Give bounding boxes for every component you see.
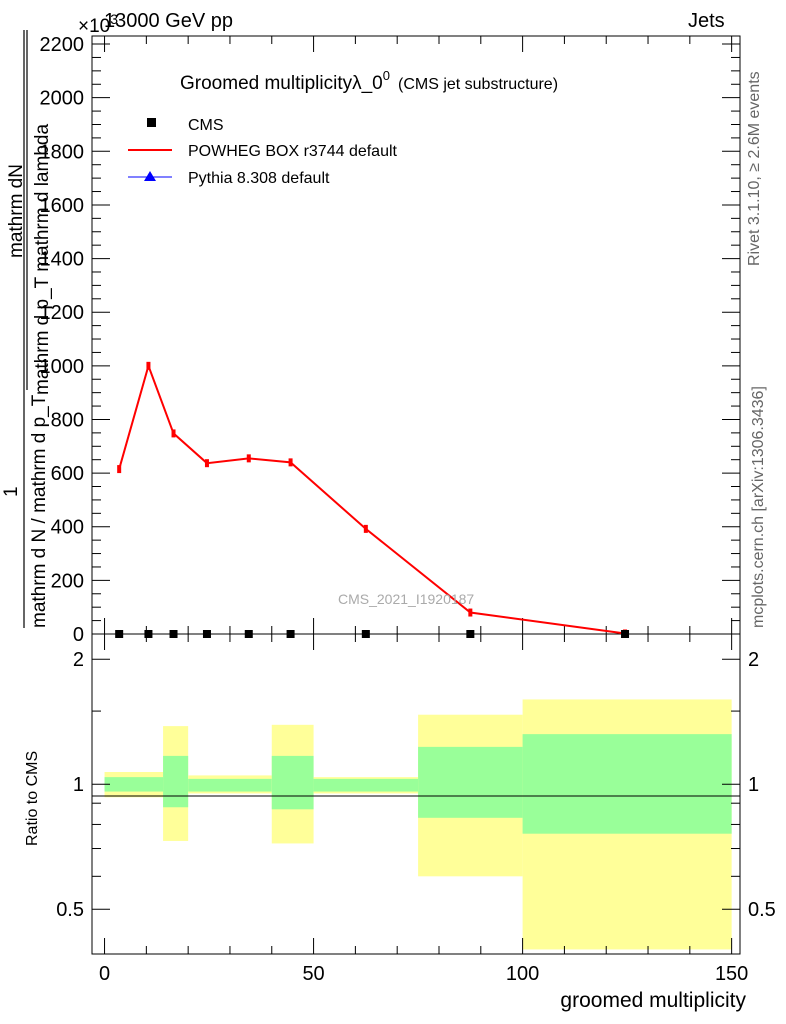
powheg-point [363,524,368,533]
ratio-band-inner-6 [522,734,732,834]
y-tick-label: 0 [73,624,84,646]
ratio-tick-label-left: 1 [73,774,84,796]
y-label-numerator: mathrm dN [6,164,27,258]
legend-cms-marker [147,118,156,127]
powheg-point [204,459,209,468]
x-tick-label: 50 [302,963,324,985]
header-left: 13000 GeV pp [104,10,233,32]
y-tick-label: 1200 [40,302,85,324]
side-label-rivet: Rivet 3.1.10, ≥ 2.6M events [746,71,763,266]
powheg-point [246,454,251,463]
ratio-band-inner-2 [188,778,272,792]
cms-point [286,630,295,638]
ratio-bands [104,699,732,950]
ratio-band-inner-0 [104,777,164,792]
cms-point [169,630,178,638]
y-label-denominator: mathrm d p_T mathrm d lambda [32,124,53,395]
legend-powheg-label: POWHEG BOX r3744 default [188,143,398,160]
cms-point [115,630,124,638]
legend-cms-label: CMS [188,117,224,134]
legend-pythia-label: Pythia 8.308 default [188,170,330,187]
cms-point [202,630,211,638]
cms-point [144,630,153,638]
powheg-point [171,429,176,438]
legend: CMS POWHEG BOX r3744 default Pythia 8.30… [128,117,398,187]
ratio-tick-label-right: 1 [748,774,759,796]
powheg-point [146,361,151,370]
y-tick-label: 2200 [40,34,85,56]
cms-point [466,630,475,638]
cms-point [361,630,370,638]
watermark: CMS_2021_I1920187 [338,591,474,607]
cms-point [244,630,253,638]
x-tick-label: 150 [715,963,748,985]
powheg-point [117,465,122,474]
side-label-mcplots: mcplots.cern.ch [arXiv:1306.3436] [750,386,767,628]
y-label-one: 1 [1,486,22,497]
y-tick-label: 1400 [40,249,85,271]
y-label-outer-denominator: mathrm d N / mathrm d p_T [29,394,50,628]
legend-pythia-marker [144,171,156,181]
y-tick-label: 400 [51,517,84,539]
ratio-tick-label-left: 0.5 [56,899,84,921]
chart-title: Groomed multiplicityλ_00(CMS jet substru… [180,68,558,94]
ratio-band-inner-4 [313,778,419,792]
ratio-band-inner-1 [163,755,189,808]
powheg-point [468,608,473,617]
y-tick-label: 1000 [40,356,85,378]
ratio-y-label: Ratio to CMS [24,751,41,846]
ratio-band-inner-5 [418,746,523,818]
ratio-tick-label-left: 2 [73,649,84,671]
y-axis-label: mathrm dN mathrm d p_T mathrm d lambda 1… [1,30,53,628]
cms-point [621,630,630,638]
y-tick-label: 800 [51,409,84,431]
y-tick-label: 200 [51,570,84,592]
y-tick-label: 2000 [40,88,85,110]
x-tick-label: 0 [99,963,110,985]
data-series [115,361,630,638]
y-exponent: ×103 [78,11,118,37]
y-tick-label: 1800 [40,141,85,163]
ratio-frame [91,633,741,955]
x-tick-label: 100 [506,963,539,985]
powheg-point [288,458,293,467]
y-tick-label: 1600 [40,195,85,217]
x-axis-label: groomed multiplicity [560,989,746,1012]
ratio-tick-label-right: 2 [748,649,759,671]
y-tick-label: 600 [51,463,84,485]
ratio-band-inner-3 [271,755,314,810]
ratio-tick-label-right: 0.5 [748,899,776,921]
axis-ticks: 0200400600800100012001400160018002000220… [40,34,776,985]
header-right: Jets [688,10,725,32]
